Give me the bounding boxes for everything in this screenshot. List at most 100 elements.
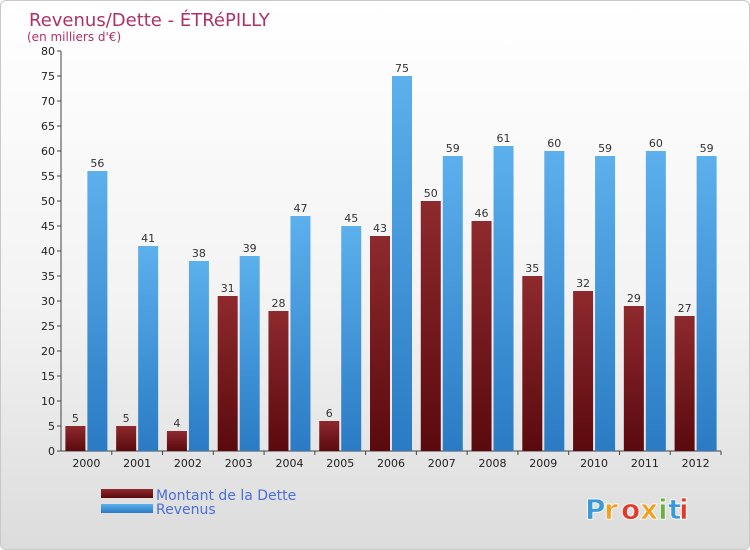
bar-revenus [341,226,362,451]
value-label-revenus: 45 [344,212,358,225]
bar-revenus [239,256,260,451]
value-label-revenus: 60 [547,137,561,150]
bar-revenus [87,171,108,451]
value-label-dette: 31 [221,282,235,295]
bar-revenus [595,156,616,451]
x-tick-label: 2003 [225,457,253,470]
value-label-revenus: 59 [598,142,612,155]
value-label-dette: 28 [271,297,285,310]
bar-revenus [138,246,159,451]
bar-dette [268,311,289,451]
chart-subtitle: (en milliers d'€) [27,30,121,44]
y-tick-label: 0 [48,445,55,458]
bar-dette [217,296,238,451]
y-tick-label: 25 [41,320,55,333]
bar-dette [166,431,187,451]
y-tick-label: 40 [41,245,55,258]
bar-revenus [188,261,209,451]
bar-dette [573,291,594,451]
logo-letter: r [604,493,618,526]
x-tick-label: 2005 [326,457,354,470]
value-label-dette: 43 [373,222,387,235]
y-tick-label: 80 [41,45,55,58]
value-label-dette: 35 [525,262,539,275]
value-label-revenus: 59 [446,142,460,155]
y-tick-label: 20 [41,345,55,358]
x-tick-label: 2009 [529,457,557,470]
value-label-dette: 50 [424,187,438,200]
bars [65,76,717,451]
value-label-revenus: 47 [293,202,307,215]
y-tick-label: 70 [41,95,55,108]
bar-revenus [493,146,514,451]
bar-dette [623,306,644,451]
y-tick-label: 30 [41,295,55,308]
bar-revenus [696,156,717,451]
legend-swatch-dette [101,489,153,498]
logo-letter: i [658,493,668,526]
bar-revenus [544,151,565,451]
y-tick-label: 60 [41,145,55,158]
bar-revenus [290,216,311,451]
x-tick-label: 2001 [123,457,151,470]
bar-revenus [392,76,412,451]
chart-title: Revenus/Dette - ÉTRéPILLY [29,9,271,31]
value-label-dette: 5 [123,412,130,425]
y-tick-label: 35 [41,270,55,283]
y-tick-label: 10 [41,395,55,408]
value-label-dette: 4 [173,417,180,430]
bar-revenus [645,151,666,451]
bar-dette [420,201,441,451]
logo-letter: t [668,493,681,526]
y-tick-label: 15 [41,370,55,383]
bar-dette [471,221,492,451]
value-label-dette: 29 [627,292,641,305]
value-label-dette: 5 [72,412,79,425]
x-tick-label: 2007 [428,457,456,470]
y-tick-label: 45 [41,220,55,233]
logo-letter: x [640,493,658,526]
x-tick-label: 2000 [72,457,100,470]
bar-revenus [442,156,463,451]
bar-dette [370,236,390,451]
x-tick-label: 2002 [174,457,202,470]
x-tick-label: 2006 [377,457,405,470]
value-label-revenus: 56 [90,157,104,170]
legend-label-revenus: Revenus [156,502,216,518]
legend: Montant de la Dette Revenus [101,488,296,518]
value-label-revenus: 41 [141,232,155,245]
value-label-revenus: 38 [192,247,206,260]
bar-dette [116,426,137,451]
logo-letter: P [585,493,606,526]
value-labels: 5 5 4 31 28 6 43 50 46 35 32 29 27 56 41 38 39 47 45 75 59 61… [72,62,714,430]
bar-dette [522,276,543,451]
y-tick-label: 50 [41,195,55,208]
x-tick-label: 2011 [631,457,659,470]
logo-letter: o [621,493,640,526]
value-label-revenus: 60 [649,137,663,150]
bar-dette [674,316,695,451]
y-tick-label: 75 [41,70,55,83]
legend-swatch-revenus [101,504,153,513]
value-label-revenus: 75 [395,62,409,75]
bar-dette [65,426,86,451]
x-tick-label: 2004 [275,457,303,470]
y-tick-label: 5 [48,420,55,433]
value-label-dette: 46 [475,207,489,220]
x-tick-label: 2012 [682,457,710,470]
legend-label-dette: Montant de la Dette [156,488,296,504]
proxiti-logo: Pr o x i ti [585,493,689,527]
value-label-dette: 27 [678,302,692,315]
logo-letter: i [679,493,689,526]
value-label-dette: 6 [326,407,333,420]
x-tick-label: 2010 [580,457,608,470]
y-tick-label: 55 [41,170,55,183]
x-tick-label: 2008 [479,457,507,470]
value-label-revenus: 59 [700,142,714,155]
value-label-revenus: 39 [243,242,257,255]
y-tick-label: 65 [41,120,55,133]
value-label-dette: 32 [576,277,590,290]
